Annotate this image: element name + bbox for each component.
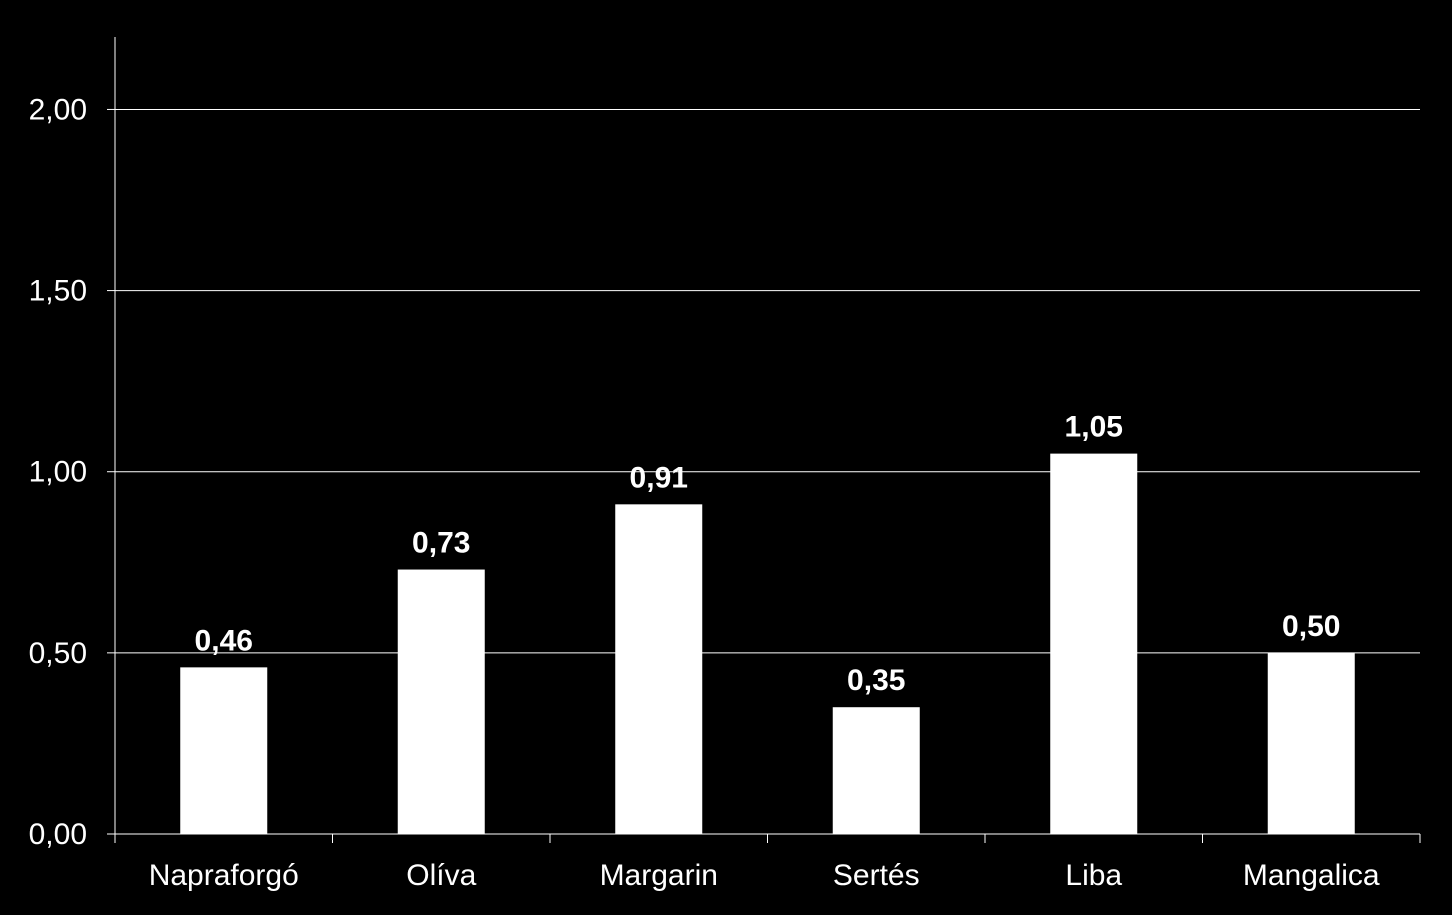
labels: 0,00 0,50 1,00 1,50 2,00 0,46 Napraforgó 0,73 Ol…	[29, 93, 1380, 892]
bar	[180, 667, 268, 834]
x-tick-label: Napraforgó	[149, 859, 299, 892]
gridlines	[115, 108, 1420, 654]
x-tick-label: Sertés	[833, 859, 920, 892]
y-tick-label: 0,50	[29, 637, 87, 670]
y-tick-label: 1,00	[29, 456, 87, 489]
y-tick-label: 1,50	[29, 275, 87, 308]
data-label: 0,35	[847, 664, 905, 697]
x-tick-label: Olíva	[406, 859, 476, 892]
y-tick-label: 2,00	[29, 93, 87, 126]
y-tick-label: 0,00	[29, 818, 87, 851]
bar	[615, 504, 703, 834]
bar	[832, 707, 920, 834]
data-label: 0,73	[412, 527, 470, 560]
bar	[1050, 453, 1138, 834]
data-label: 0,50	[1282, 610, 1340, 643]
data-label: 0,91	[630, 461, 688, 494]
x-tick-label: Margarin	[600, 859, 718, 892]
x-tick-label: Liba	[1065, 859, 1122, 892]
axes	[107, 37, 1421, 843]
data-label: 0,46	[195, 624, 253, 657]
bars	[180, 453, 1355, 834]
data-label: 1,05	[1065, 411, 1123, 444]
bar	[1267, 652, 1355, 834]
bar	[397, 569, 485, 834]
x-tick-label: Mangalica	[1243, 859, 1380, 892]
